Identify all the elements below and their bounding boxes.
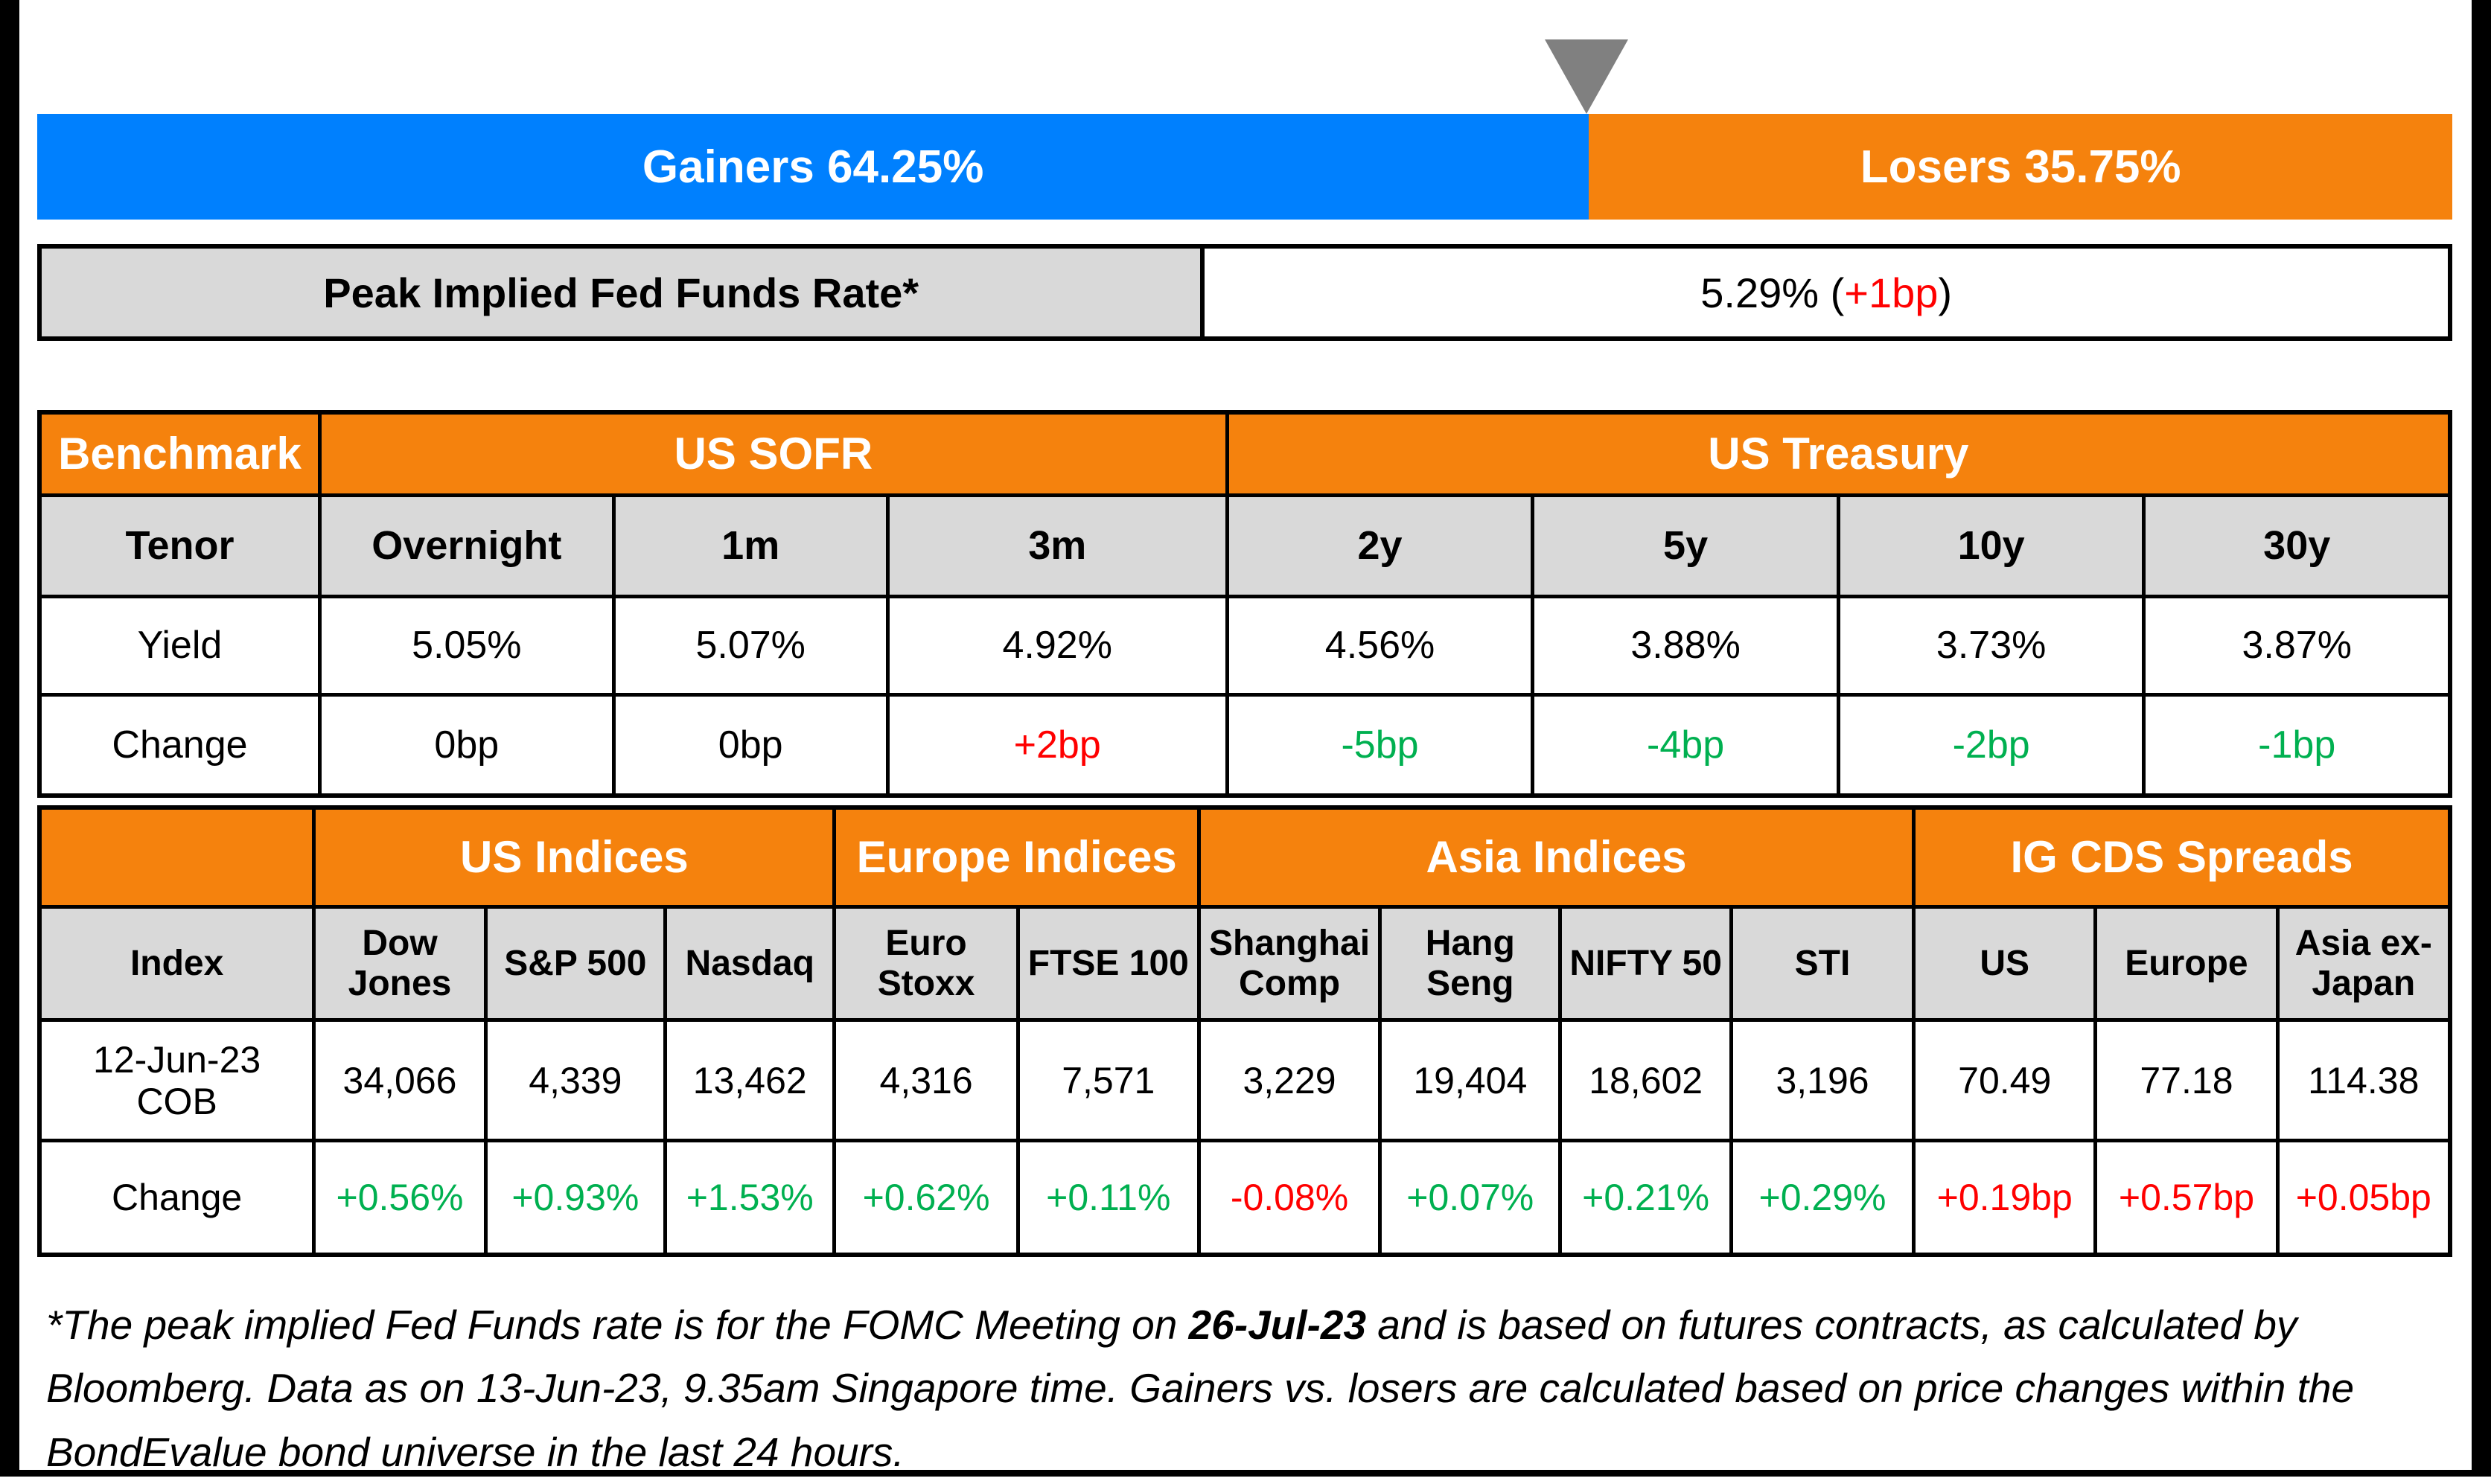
change-30y: -1bp	[2146, 697, 2448, 793]
index-header-sp500: S&P 500	[487, 909, 663, 1018]
index-header-nifty50: NIFTY 50	[1562, 909, 1729, 1018]
change-overnight: 0bp	[321, 697, 612, 793]
footnote: *The peak implied Fed Funds rate is for …	[46, 1293, 2448, 1484]
down-triangle-marker-icon	[1545, 39, 1628, 114]
bottom-edge-strip	[0, 1470, 2491, 1477]
value-nasdaq: 13,462	[666, 1022, 833, 1139]
value-sp500: 4,339	[487, 1022, 663, 1139]
change-ftse100: +0.11%	[1019, 1142, 1197, 1253]
value-cds-us: 70.49	[1916, 1022, 2094, 1139]
left-edge-strip	[0, 0, 19, 1477]
section-header-us-treasury: US Treasury	[1228, 415, 2448, 493]
index-header-euro-stoxx: Euro Stoxx	[836, 909, 1016, 1018]
section-header-ig-cds-spreads: IG CDS Spreads	[1916, 810, 2448, 905]
yield-10y: 3.73%	[1840, 598, 2143, 693]
benchmark-table: Benchmark US SOFR US Treasury Tenor Over…	[37, 410, 2452, 798]
value-cds-asia-ex-japan: 114.38	[2279, 1022, 2448, 1139]
peak-value-change: +1bp	[1844, 269, 1939, 316]
row-label-tenor: Tenor	[42, 497, 318, 595]
indices-table: US Indices Europe Indices Asia Indices I…	[37, 805, 2452, 1257]
change-cds-us: +0.19bp	[1916, 1142, 2094, 1253]
section-header-us-indices: US Indices	[316, 810, 833, 905]
index-header-shanghai-comp: Shanghai Comp	[1200, 909, 1379, 1018]
change-2y: -5bp	[1228, 697, 1531, 793]
gainers-losers-bar: Gainers 64.25% Losers 35.75%	[37, 114, 2452, 220]
benchmark-corner-header: Benchmark	[42, 415, 318, 493]
right-edge-strip	[2472, 0, 2491, 1477]
change-euro-stoxx: +0.62%	[836, 1142, 1016, 1253]
change-shanghai-comp: -0.08%	[1200, 1142, 1379, 1253]
value-hang-seng: 19,404	[1382, 1022, 1559, 1139]
change-sp500: +0.93%	[487, 1142, 663, 1253]
peak-value-number: 5.29% (	[1700, 269, 1845, 316]
value-dow-jones: 34,066	[316, 1022, 484, 1139]
index-header-ftse100: FTSE 100	[1019, 909, 1197, 1018]
change-10y: -2bp	[1840, 697, 2143, 793]
yield-2y: 4.56%	[1228, 598, 1531, 693]
yield-5y: 3.88%	[1534, 598, 1837, 693]
peak-fed-funds-value: 5.29% (+1bp)	[1205, 249, 2448, 336]
change-5y: -4bp	[1534, 697, 1837, 793]
change-cds-asia-ex-japan: +0.05bp	[2279, 1142, 2448, 1253]
change-1m: 0bp	[615, 697, 886, 793]
losers-segment: Losers 35.75%	[1589, 114, 2452, 220]
index-header-dow-jones: Dow Jones	[316, 909, 484, 1018]
footnote-date-bold: 26-Jul-23	[1188, 1302, 1367, 1348]
index-header-sti: STI	[1732, 909, 1913, 1018]
section-header-us-sofr: US SOFR	[321, 415, 1225, 493]
value-ftse100: 7,571	[1019, 1022, 1197, 1139]
change-nasdaq: +1.53%	[666, 1142, 833, 1253]
footnote-pre: *The peak implied Fed Funds rate is for …	[46, 1302, 1189, 1348]
value-nifty50: 18,602	[1562, 1022, 1729, 1139]
index-header-cds-us: US	[1916, 909, 2094, 1018]
section-header-europe-indices: Europe Indices	[836, 810, 1197, 905]
index-header-cds-asia-ex-japan: Asia ex-Japan	[2279, 909, 2448, 1018]
tenor-header-30y: 30y	[2146, 497, 2448, 595]
indices-corner-header	[42, 810, 313, 905]
tenor-header-1m: 1m	[615, 497, 886, 595]
value-shanghai-comp: 3,229	[1200, 1022, 1379, 1139]
tenor-header-overnight: Overnight	[321, 497, 612, 595]
change-3m: +2bp	[889, 697, 1225, 793]
gainers-label: Gainers 64.25%	[642, 141, 984, 193]
tenor-header-2y: 2y	[1228, 497, 1531, 595]
tenor-header-5y: 5y	[1534, 497, 1837, 595]
section-header-asia-indices: Asia Indices	[1200, 810, 1913, 905]
value-cds-europe: 77.18	[2097, 1022, 2276, 1139]
tenor-header-10y: 10y	[1840, 497, 2143, 595]
footnote-post: and is based on futures contracts, as ca…	[46, 1302, 2355, 1475]
tenor-header-3m: 3m	[889, 497, 1225, 595]
index-header-cds-europe: Europe	[2097, 909, 2276, 1018]
yield-overnight: 5.05%	[321, 598, 612, 693]
index-header-hang-seng: Hang Seng	[1382, 909, 1559, 1018]
row-label-yield: Yield	[42, 598, 318, 693]
row-label-change: Change	[42, 697, 318, 793]
peak-fed-funds-label: Peak Implied Fed Funds Rate*	[42, 249, 1205, 336]
row-label-index: Index	[42, 909, 313, 1018]
yield-30y: 3.87%	[2146, 598, 2448, 693]
gainers-segment: Gainers 64.25%	[37, 114, 1589, 220]
value-sti: 3,196	[1732, 1022, 1913, 1139]
change-hang-seng: +0.07%	[1382, 1142, 1559, 1253]
peak-value-close-paren: )	[1938, 269, 1953, 316]
change-nifty50: +0.21%	[1562, 1142, 1729, 1253]
row-label-cob-date: 12-Jun-23 COB	[42, 1022, 313, 1139]
change-sti: +0.29%	[1732, 1142, 1913, 1253]
peak-fed-funds-row: Peak Implied Fed Funds Rate* 5.29% (+1bp…	[37, 244, 2452, 341]
yield-1m: 5.07%	[615, 598, 886, 693]
losers-label: Losers 35.75%	[1860, 141, 2181, 193]
indices-row-label-change: Change	[42, 1142, 313, 1253]
value-euro-stoxx: 4,316	[836, 1022, 1016, 1139]
yield-3m: 4.92%	[889, 598, 1225, 693]
index-header-nasdaq: Nasdaq	[666, 909, 833, 1018]
change-cds-europe: +0.57bp	[2097, 1142, 2276, 1253]
change-dow-jones: +0.56%	[316, 1142, 484, 1253]
